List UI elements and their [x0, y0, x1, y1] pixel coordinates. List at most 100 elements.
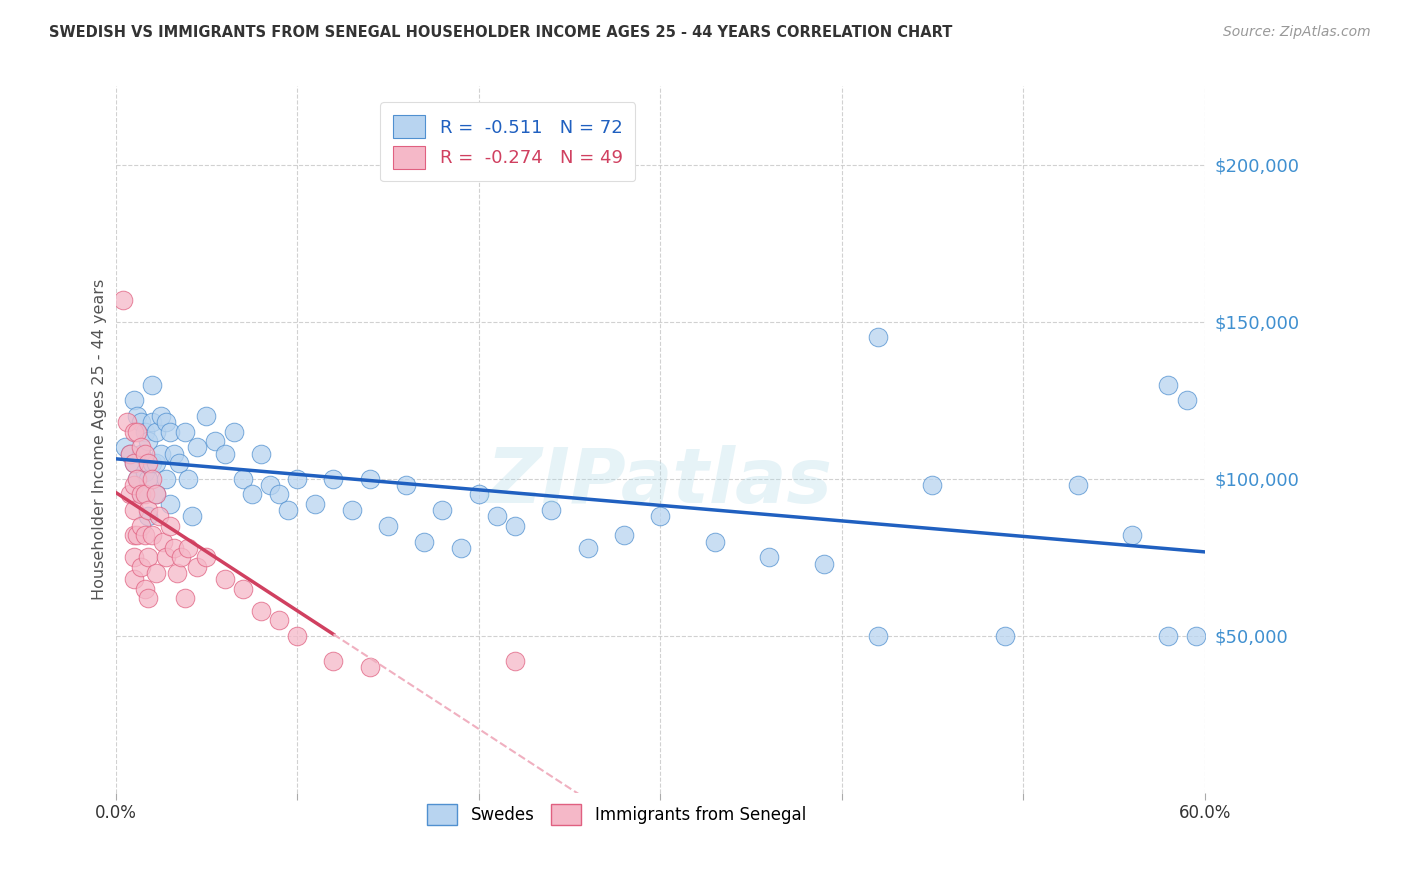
Point [111, 293, 134, 307]
Point [994, 629, 1017, 643]
Point [322, 472, 344, 486]
Point [138, 503, 160, 517]
Point [186, 559, 208, 574]
Point [232, 472, 254, 486]
Point [138, 434, 160, 448]
Text: ZIPatlas: ZIPatlas [488, 445, 834, 519]
Point [155, 472, 177, 486]
Point [304, 497, 326, 511]
Point [129, 518, 152, 533]
Point [1157, 629, 1180, 643]
Point [155, 550, 177, 565]
Point [177, 541, 200, 555]
Point [134, 466, 156, 480]
Point [134, 582, 156, 596]
Point [127, 425, 149, 439]
Point [141, 528, 163, 542]
Point [115, 415, 138, 429]
Point [127, 472, 149, 486]
Point [866, 629, 889, 643]
Point [122, 456, 145, 470]
Point [163, 447, 186, 461]
Point [259, 478, 281, 492]
Legend: Swedes, Immigrants from Senegal: Swedes, Immigrants from Senegal [419, 796, 814, 834]
Point [650, 509, 672, 524]
Y-axis label: Householder Income Ages 25 - 44 years: Householder Income Ages 25 - 44 years [93, 279, 107, 600]
Point [1067, 478, 1090, 492]
Point [141, 456, 163, 470]
Point [866, 330, 889, 344]
Point [122, 528, 145, 542]
Point [758, 550, 780, 565]
Point [359, 660, 381, 674]
Point [285, 472, 308, 486]
Point [129, 487, 152, 501]
Point [173, 591, 195, 605]
Point [150, 409, 173, 423]
Point [359, 472, 381, 486]
Point [145, 456, 167, 470]
Point [576, 541, 599, 555]
Point [540, 503, 562, 517]
Point [134, 425, 156, 439]
Point [138, 591, 160, 605]
Point [703, 534, 725, 549]
Point [467, 487, 489, 501]
Point [159, 425, 181, 439]
Point [148, 509, 170, 524]
Point [432, 503, 454, 517]
Point [122, 503, 145, 517]
Point [145, 566, 167, 580]
Point [285, 629, 308, 643]
Point [145, 425, 167, 439]
Point [195, 409, 218, 423]
Point [222, 425, 245, 439]
Point [195, 550, 218, 565]
Point [134, 487, 156, 501]
Point [214, 572, 236, 586]
Point [155, 415, 177, 429]
Point [122, 478, 145, 492]
Point [267, 487, 290, 501]
Point [450, 541, 472, 555]
Point [180, 509, 202, 524]
Point [141, 472, 163, 486]
Point [138, 550, 160, 565]
Point [613, 528, 636, 542]
Point [127, 528, 149, 542]
Point [141, 415, 163, 429]
Point [141, 377, 163, 392]
Point [138, 456, 160, 470]
Point [120, 447, 142, 461]
Point [204, 434, 226, 448]
Point [173, 425, 195, 439]
Point [1121, 528, 1143, 542]
Point [120, 447, 142, 461]
Point [395, 478, 418, 492]
Point [152, 534, 174, 549]
Point [170, 550, 193, 565]
Text: Source: ZipAtlas.com: Source: ZipAtlas.com [1223, 25, 1371, 39]
Point [214, 447, 236, 461]
Point [138, 472, 160, 486]
Point [129, 415, 152, 429]
Point [267, 613, 290, 627]
Point [250, 604, 273, 618]
Point [145, 487, 167, 501]
Point [167, 456, 190, 470]
Point [129, 447, 152, 461]
Point [122, 393, 145, 408]
Point [186, 441, 208, 455]
Point [340, 503, 363, 517]
Point [485, 509, 508, 524]
Point [813, 557, 835, 571]
Point [503, 654, 526, 668]
Point [159, 497, 181, 511]
Point [232, 582, 254, 596]
Point [129, 441, 152, 455]
Point [122, 456, 145, 470]
Point [921, 478, 943, 492]
Point [145, 487, 167, 501]
Point [129, 487, 152, 501]
Point [1157, 377, 1180, 392]
